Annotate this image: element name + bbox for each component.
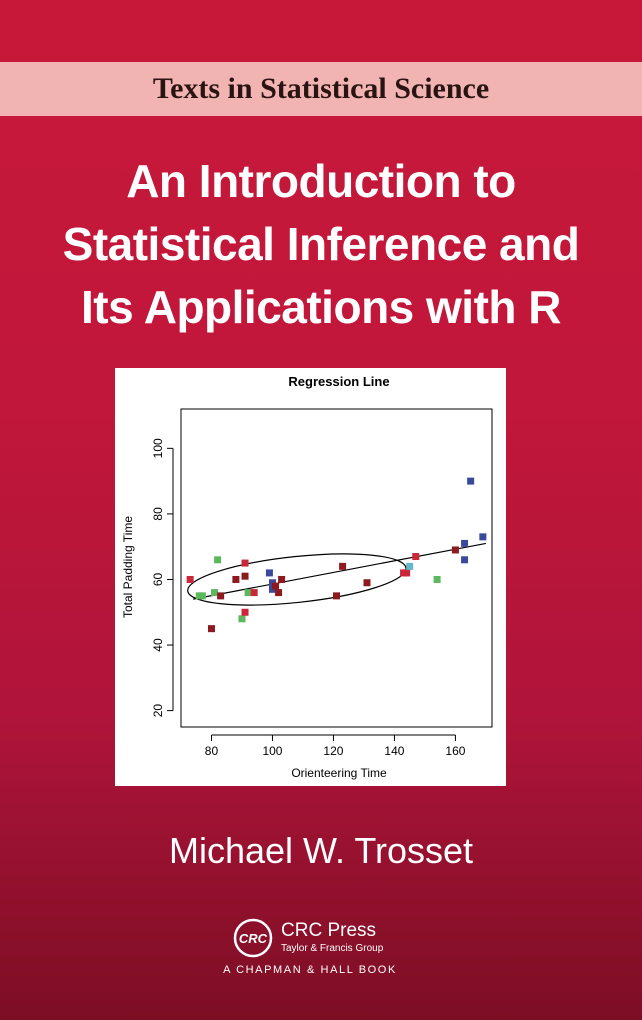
data-point bbox=[467, 477, 475, 485]
data-point bbox=[198, 592, 206, 600]
data-point bbox=[232, 575, 240, 583]
book-title: An Introduction to Statistical Inference… bbox=[0, 150, 642, 339]
data-point bbox=[241, 608, 249, 616]
x-tick-label: 100 bbox=[262, 744, 282, 758]
data-point bbox=[406, 562, 414, 570]
x-tick-label: 120 bbox=[323, 744, 343, 758]
data-point bbox=[333, 592, 340, 600]
fit-layer bbox=[187, 542, 487, 606]
data-point bbox=[461, 539, 469, 547]
points-layer bbox=[186, 477, 487, 633]
data-point bbox=[238, 615, 246, 623]
data-point bbox=[433, 575, 441, 583]
publisher-group: Taylor & Francis Group bbox=[281, 943, 384, 954]
data-point bbox=[272, 582, 280, 590]
title-line-2: Statistical Inference and bbox=[62, 218, 580, 270]
publisher-block: CRC CRC Press Taylor & Francis Group A C… bbox=[215, 918, 445, 988]
data-point bbox=[339, 562, 347, 570]
data-point bbox=[265, 569, 273, 577]
title-line-3: Its Applications with R bbox=[80, 281, 562, 333]
x-tick-label: 80 bbox=[205, 744, 219, 758]
publisher-name: CRC Press bbox=[281, 920, 377, 941]
crc-logo-text: CRC bbox=[239, 931, 268, 946]
data-point bbox=[244, 589, 252, 597]
data-point bbox=[241, 572, 249, 580]
data-point bbox=[217, 592, 225, 600]
chart-title: Regression Line bbox=[288, 374, 389, 389]
data-point bbox=[363, 579, 371, 587]
y-axis: 20 40 60 80 100 bbox=[151, 438, 174, 718]
x-axis: 80 100 120 140 160 bbox=[205, 734, 466, 758]
data-point bbox=[250, 589, 258, 597]
y-tick-label: 20 bbox=[151, 704, 165, 718]
data-point bbox=[186, 575, 194, 583]
x-tick-label: 140 bbox=[384, 744, 404, 758]
scatter-chart: Regression Line 80 100 120 140 160 20 40 60 80 1… bbox=[121, 374, 493, 780]
regression-line bbox=[193, 542, 487, 600]
data-point bbox=[211, 589, 219, 597]
data-point bbox=[403, 569, 411, 577]
data-point bbox=[479, 533, 487, 541]
data-point bbox=[451, 546, 459, 554]
y-axis-label: Total Padding Time bbox=[121, 516, 135, 618]
data-point bbox=[412, 553, 420, 561]
crc-logo-icon: CRC bbox=[233, 918, 273, 958]
publisher-imprint: A CHAPMAN & HALL BOOK bbox=[223, 964, 397, 976]
data-point bbox=[275, 589, 283, 597]
data-point bbox=[461, 556, 469, 564]
series-band: Texts in Statistical Science bbox=[0, 62, 642, 116]
y-tick-label: 100 bbox=[151, 438, 165, 458]
cover-plot: Regression Line 80 100 120 140 160 20 40 60 80 1… bbox=[115, 368, 506, 786]
x-axis-label: Orienteering Time bbox=[291, 766, 387, 780]
x-tick-label: 160 bbox=[445, 744, 465, 758]
data-point bbox=[214, 556, 222, 564]
plot-box bbox=[180, 408, 493, 728]
title-line-1: An Introduction to bbox=[126, 155, 516, 207]
data-point bbox=[207, 625, 215, 633]
y-tick-label: 40 bbox=[151, 638, 165, 652]
author-name: Michael W. Trosset bbox=[168, 830, 474, 871]
series-name: Texts in Statistical Science bbox=[152, 72, 490, 105]
data-point bbox=[278, 575, 286, 583]
y-tick-label: 60 bbox=[151, 572, 165, 586]
y-tick-label: 80 bbox=[151, 507, 165, 521]
confidence-ellipse bbox=[187, 553, 407, 606]
data-point bbox=[241, 559, 249, 567]
